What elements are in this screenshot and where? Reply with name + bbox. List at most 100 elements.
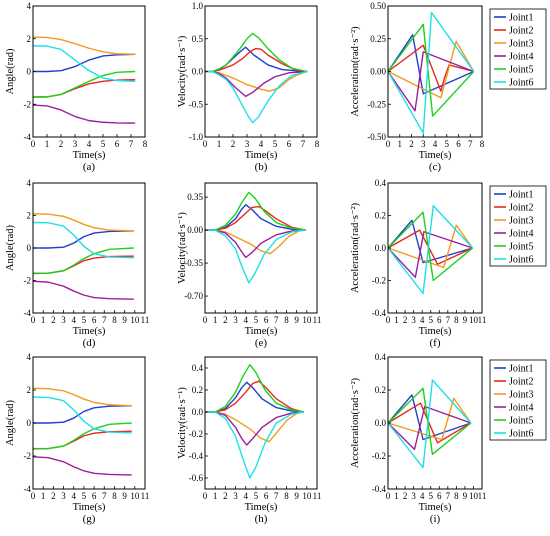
y-tick-label: 2 [27, 211, 32, 221]
y-tick-label: -0.2 [372, 451, 386, 461]
y-tick-label: -0.4 [189, 451, 204, 461]
x-tick-label: 7 [102, 315, 107, 325]
series-line-joint6 [205, 411, 304, 479]
x-tick-label: 1 [41, 491, 46, 501]
y-tick-label: 0.0 [375, 418, 387, 428]
legend-label: Joint2 [509, 203, 533, 214]
x-tick-label: 6 [456, 139, 461, 149]
x-tick-label: 4 [433, 139, 438, 149]
y-tick-label: -0.6 [189, 473, 204, 483]
x-tick-label: 0 [31, 315, 36, 325]
series-line-joint3 [387, 40, 475, 99]
y-tick-label: 0.00 [370, 67, 386, 77]
x-tick-label: 1 [217, 139, 222, 149]
x-tick-label: 8 [284, 315, 289, 325]
x-tick-label: 1 [398, 139, 403, 149]
x-tick-label: 10 [302, 491, 312, 501]
y-tick-label: -0.50 [367, 132, 386, 142]
x-tick-label: 11 [313, 491, 322, 501]
x-tick-label: 2 [223, 491, 228, 501]
x-tick-label: 9 [463, 315, 468, 325]
legend: Joint1 Joint2 Joint3 Joint4 Joint5 Joint6 [489, 359, 547, 441]
legend-label: Joint3 [509, 216, 533, 227]
x-tick-label: 8 [480, 139, 485, 149]
x-tick-label: 4 [243, 315, 248, 325]
x-tick-label: 4 [259, 139, 264, 149]
series-line-joint5 [205, 364, 304, 413]
y-tick-label: -2 [24, 276, 32, 286]
x-tick-label: 7 [129, 139, 134, 149]
legend: Joint1 Joint2 Joint3 Joint4 Joint5 Joint6 [489, 8, 547, 90]
legend-box [489, 8, 547, 90]
x-tick-label: 4 [243, 491, 248, 501]
x-axis-label: Time(s) [419, 326, 452, 337]
series-line-joint2 [205, 205, 306, 231]
x-tick-label: 5 [82, 491, 87, 501]
series-line-joint2 [387, 402, 472, 444]
x-tick-label: 0 [386, 139, 391, 149]
x-tick-label: 4 [87, 139, 92, 149]
x-tick-label: 7 [102, 491, 107, 501]
y-tick-label: 0.2 [192, 385, 203, 395]
y-axis-label: Acceleration(rad·s⁻²) [350, 26, 361, 117]
legend-label: Joint3 [509, 39, 533, 50]
y-tick-label: -0.25 [367, 99, 386, 109]
legend-label: Joint1 [509, 13, 533, 24]
x-tick-label: 2 [403, 491, 408, 501]
x-tick-label: 1 [213, 491, 218, 501]
y-tick-label: 0.4 [375, 178, 387, 188]
series-line-joint4 [32, 456, 132, 476]
x-tick-label: 5 [428, 491, 433, 501]
x-tick-label: 5 [82, 315, 87, 325]
legend-label: Joint2 [509, 377, 533, 388]
y-tick-label: 0 [27, 418, 32, 428]
x-tick-label: 2 [51, 315, 56, 325]
x-tick-label: 3 [411, 491, 416, 501]
x-tick-label: 8 [315, 139, 320, 149]
y-tick-label: -4 [24, 132, 32, 142]
x-tick-label: 8 [284, 491, 289, 501]
y-tick-label: -0.5 [189, 99, 204, 109]
series-line-joint6 [32, 221, 134, 259]
panel-label: (g) [83, 513, 96, 525]
x-tick-label: 9 [294, 491, 299, 501]
x-tick-label: 6 [287, 139, 292, 149]
x-axis-label: Time(s) [245, 150, 278, 161]
series-line-joint2 [32, 78, 136, 98]
x-tick-label: 9 [122, 491, 127, 501]
series-line-joint3 [387, 397, 472, 441]
series-line-joint3 [32, 36, 136, 56]
x-tick-label: 5 [101, 139, 106, 149]
legend-label: Joint6 [509, 255, 533, 266]
series-line-joint6 [387, 379, 472, 469]
legend-label: Joint6 [509, 78, 533, 89]
series-line-joint4 [32, 280, 134, 300]
x-tick-label: 3 [233, 315, 238, 325]
series-line-joint6 [205, 70, 308, 124]
y-axis-label: Velocity(rad·s⁻¹) [177, 387, 188, 459]
x-tick-label: 6 [92, 491, 97, 501]
x-tick-label: 10 [302, 315, 312, 325]
x-tick-label: 6 [115, 139, 120, 149]
y-tick-label: 0.5 [192, 34, 204, 44]
y-tick-label: 0 [27, 243, 32, 253]
series-line-joint4 [387, 231, 473, 278]
y-axis-label: Angle(rad) [5, 399, 16, 446]
series-line-joint6 [387, 205, 474, 295]
plot-frame [387, 182, 483, 314]
legend-label: Joint1 [509, 364, 533, 375]
series-line-joint4 [205, 70, 308, 98]
series-line-joint5 [33, 422, 132, 450]
series-line-joint3 [32, 387, 132, 407]
series-line-joint6 [387, 11, 475, 134]
y-tick-label: 0.2 [375, 211, 386, 221]
panel-d: 0 1 2 3 4 5 6 7 8 9 10 11-4-2024Time(s)Angle(rad)(d… [5, 178, 149, 349]
y-axis-label: Angle(rad) [5, 48, 16, 95]
legend-box [489, 185, 547, 267]
x-tick-label: 8 [112, 315, 117, 325]
series-line-joint5 [33, 70, 136, 98]
legend-label: Joint4 [509, 403, 533, 414]
x-tick-label: 5 [254, 491, 259, 501]
